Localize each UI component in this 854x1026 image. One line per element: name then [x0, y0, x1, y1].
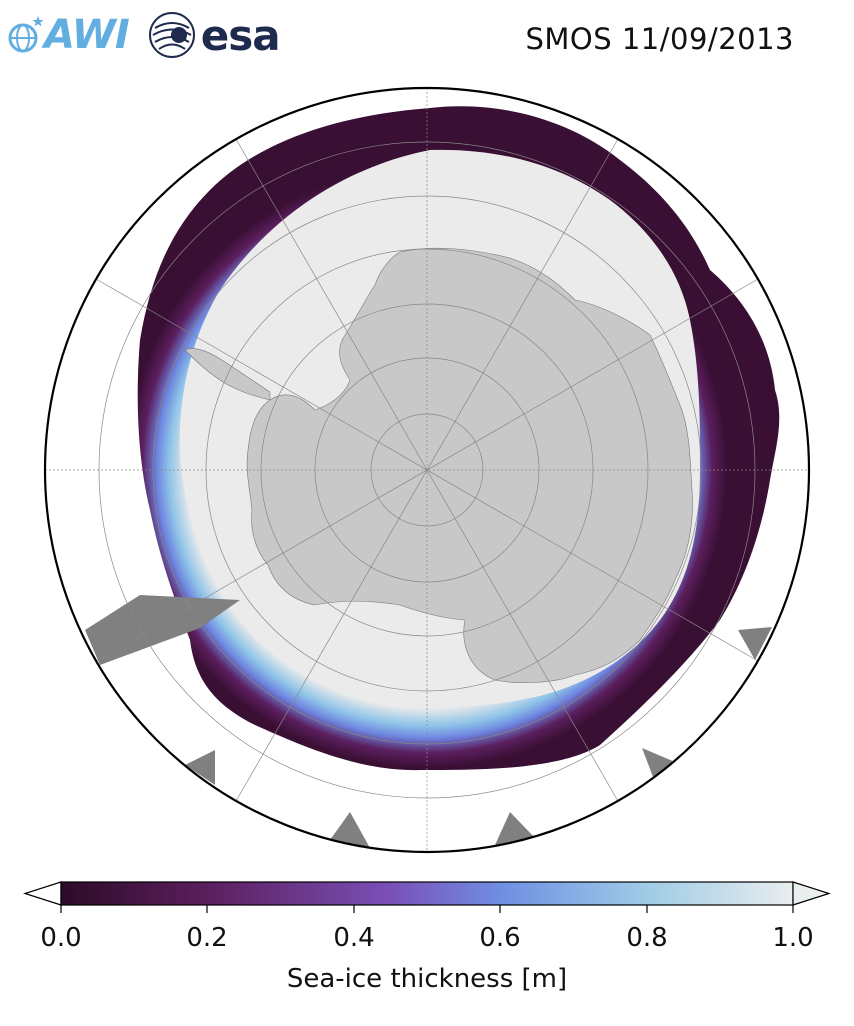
colorbar-extend-min: [23, 881, 62, 906]
esa-logo: esa: [147, 10, 281, 60]
colorbar: [23, 881, 831, 913]
meridian: [95, 278, 759, 662]
map-disk: [45, 88, 809, 852]
esa-logo-text: esa: [200, 10, 281, 60]
awi-globe-icon: [8, 16, 44, 53]
colorbar-tick-label: 0.2: [186, 923, 228, 953]
colorbar-tick-label: 0.8: [626, 923, 668, 953]
awi-logo: AWI: [6, 12, 130, 58]
colorbar-gradient: [60, 881, 794, 906]
map-boundary: [43, 86, 811, 854]
awi-logo-text: AWI: [44, 12, 130, 58]
map-title: SMOS 11/09/2013: [525, 22, 794, 56]
no-data-wedge: [85, 595, 240, 665]
no-data-wedge: [738, 627, 772, 660]
antarctica-land: [246, 247, 693, 684]
colorbar-tick-label: 0.0: [40, 923, 82, 953]
sea-ice-map: [43, 86, 811, 854]
esa-emblem-icon: [148, 12, 195, 58]
no-data-wedge: [330, 812, 370, 848]
colorbar-label: Sea-ice thickness [m]: [286, 964, 568, 994]
colorbar-tick-label: 0.4: [333, 923, 375, 953]
colorbar-extend-max: [792, 881, 831, 906]
graticule: [45, 88, 809, 852]
colorbar-ticks: [60, 905, 794, 913]
no-data-regions: [85, 595, 772, 848]
colorbar-tick-label: 0.6: [479, 923, 521, 953]
logo-bar: AWI esa: [6, 6, 281, 64]
colorbar-tick-label: 1.0: [772, 923, 814, 953]
no-data-wedge: [185, 750, 215, 785]
no-data-wedge: [495, 812, 535, 845]
no-data-wedge: [642, 748, 675, 782]
